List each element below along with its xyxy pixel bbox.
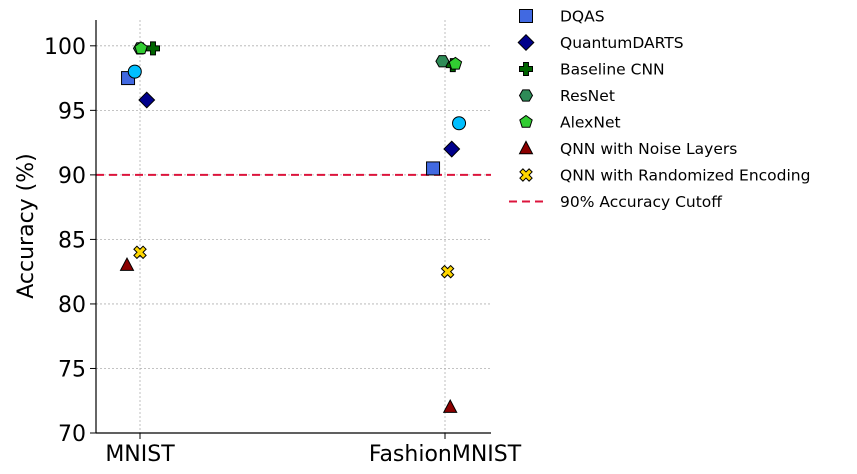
point-qnn-with-noise-layers-fashionmnist (442, 398, 458, 413)
x-axis-ticks: MNIST FashionMNIST (105, 433, 522, 467)
y-axis-label: Accuracy (%) (14, 153, 39, 299)
point-resnet-fashionmnist (435, 55, 450, 68)
y-tick-label: 80 (58, 293, 86, 318)
legend-label: DQAS (560, 8, 605, 26)
legend-marker (519, 114, 533, 128)
point-series-7-fashionmnist (452, 116, 467, 131)
legend-label: QNN with Randomized Encoding (560, 167, 810, 185)
point-quantumdarts-fashionmnist (443, 140, 461, 158)
legend-marker (519, 168, 533, 182)
y-axis-ticks: 70 75 80 85 90 95 100 (44, 35, 96, 447)
legend-label: Baseline CNN (560, 61, 665, 79)
point-qnn-with-noise-layers-mnist (119, 256, 135, 271)
legend-label: ResNet (560, 87, 615, 105)
legend-marker (518, 140, 534, 155)
point-quantumdarts-mnist (138, 91, 156, 109)
point-dqas-fashionmnist (426, 161, 441, 176)
legend-marker (519, 62, 533, 76)
y-tick-label: 95 (58, 99, 86, 124)
y-tick-label: 70 (58, 422, 86, 447)
legend-marker (518, 89, 534, 102)
x-tick-label: FashionMNIST (369, 442, 522, 467)
legend-label: QuantumDARTS (560, 34, 684, 52)
point-alexnet-fashionmnist (448, 56, 463, 70)
data-points (119, 41, 467, 413)
axes (95, 20, 491, 434)
x-tick-label: MNIST (105, 442, 175, 467)
y-tick-label: 85 (58, 228, 86, 253)
y-tick-label: 75 (58, 357, 86, 382)
legend: DQAS QuantumDARTS Baseline CNN ResNet AlexNe… (509, 8, 810, 211)
legend-marker (517, 33, 535, 52)
y-tick-label: 100 (44, 35, 86, 60)
point-baseline-cnn-mnist (146, 41, 160, 56)
point-series-7-mnist (127, 64, 142, 79)
point-alexnet-mnist (134, 41, 148, 55)
legend-label: AlexNet (560, 114, 621, 132)
point-qnn-with-randomized-encoding-fashionmnist (440, 264, 455, 279)
legend-label-reference-line: 90% Accuracy Cutoff (560, 193, 722, 211)
grid-lines (96, 20, 491, 434)
point-qnn-with-randomized-encoding-mnist (133, 245, 147, 260)
legend-label: QNN with Noise Layers (560, 140, 737, 158)
y-tick-label: 90 (58, 164, 86, 189)
legend-marker (519, 9, 533, 23)
